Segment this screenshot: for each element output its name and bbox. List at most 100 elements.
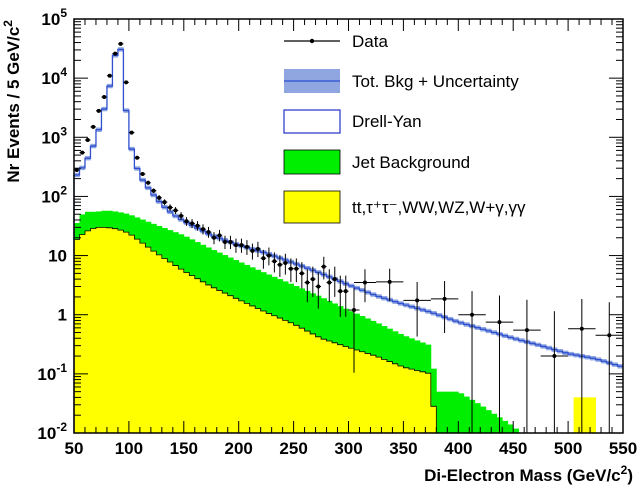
data-marker <box>113 51 118 56</box>
data-marker <box>261 256 266 261</box>
data-point <box>293 258 300 283</box>
y-axis-label: Nr Events / 5 GeV/c2 <box>1 20 23 183</box>
data-marker <box>118 41 123 46</box>
x-tick-labels: 50 100 150 200 250 300 350 400 450 500 550 <box>65 439 638 458</box>
data-marker <box>272 259 277 264</box>
data-point <box>205 226 212 238</box>
legend-entry-total: Tot. Bkg + Uncertainty <box>284 69 519 93</box>
jet-background-bin <box>447 391 454 433</box>
data-marker <box>85 137 90 142</box>
legend-label: Drell-Yan <box>352 112 422 131</box>
data-marker <box>497 320 502 325</box>
x-tick-label: 400 <box>444 439 472 458</box>
plot-area <box>73 41 624 433</box>
other-background-bin <box>74 239 80 433</box>
data-marker <box>151 188 156 193</box>
other-background-bin <box>425 373 432 433</box>
data-marker <box>255 246 260 251</box>
x-tick-label: 150 <box>170 439 198 458</box>
jet-background-bin <box>441 391 448 433</box>
jet-background-bin <box>474 403 481 433</box>
jet-background-bin <box>513 428 520 433</box>
total-background-line <box>73 48 623 433</box>
other-background-bin <box>419 371 426 433</box>
x-tick-label: 50 <box>65 439 84 458</box>
y-tick-label: 103 <box>41 124 67 147</box>
legend-other-swatch <box>283 190 341 224</box>
data-marker <box>283 260 288 265</box>
data-marker <box>80 150 85 155</box>
jet-background-bin <box>507 424 514 433</box>
data-point <box>101 94 107 99</box>
data-marker <box>327 280 332 285</box>
data-marker <box>74 167 79 172</box>
other-background-bin <box>299 328 305 433</box>
data-point <box>74 167 80 172</box>
data-marker <box>387 279 392 284</box>
data-marker <box>362 280 367 285</box>
legend-jet-swatch <box>283 149 341 175</box>
other-background-bin <box>117 230 124 433</box>
other-background-bin <box>348 348 355 433</box>
axis-ticks <box>73 18 624 434</box>
legend-entry-other: tt,τ⁺τ⁻,WW,WZ,W+γ,γγ <box>283 190 526 224</box>
data-marker <box>415 298 420 303</box>
other-background-bin <box>590 397 596 433</box>
data-point <box>271 252 278 273</box>
data-point <box>161 199 168 206</box>
jet-background-bin <box>491 413 498 433</box>
data-marker <box>228 239 233 244</box>
x-tick-label: 450 <box>499 439 527 458</box>
data-point <box>90 124 96 129</box>
data-point <box>332 266 338 297</box>
data-marker <box>343 289 348 294</box>
other-background-bin <box>321 339 327 433</box>
legend-entry-dy: Drell-Yan <box>283 109 422 134</box>
legend-dy-swatch <box>283 109 341 134</box>
x-tick-label: 200 <box>225 439 253 458</box>
data-point <box>304 269 311 303</box>
data-marker <box>102 94 107 99</box>
other-background-bin <box>95 227 102 433</box>
other-background-bin <box>123 232 130 433</box>
other-background-bin <box>288 322 294 433</box>
other-background-bin <box>408 369 415 433</box>
data-marker <box>351 308 356 313</box>
legend: Data Tot. Bkg + Uncertainty Drell-Yan Je… <box>283 32 526 224</box>
data-point <box>321 256 327 280</box>
other-background-bin <box>375 357 382 433</box>
other-background-bin <box>156 254 163 433</box>
data-marker <box>250 248 255 253</box>
other-background-bin <box>150 251 157 433</box>
other-background-bin <box>386 361 393 433</box>
data-point <box>79 150 85 155</box>
other-background-bin <box>249 305 256 433</box>
data-point <box>178 212 184 220</box>
data-point <box>244 240 250 255</box>
other-background-bin <box>326 340 333 433</box>
other-background-bin <box>161 258 168 433</box>
data-marker <box>239 243 244 248</box>
other-background-bin <box>403 367 410 433</box>
data-point <box>288 258 294 283</box>
other-background-bin <box>101 227 108 433</box>
other-background-bin <box>145 247 152 433</box>
data-point <box>266 247 272 266</box>
x-tick-label: 250 <box>279 439 307 458</box>
data-marker <box>190 221 195 226</box>
jet-background-bin <box>485 410 492 433</box>
y-tick-label: 1 <box>58 306 67 325</box>
data-marker <box>552 354 557 359</box>
data-marker <box>442 296 447 301</box>
data-point <box>353 269 376 303</box>
other-background-bin <box>205 284 212 433</box>
data-point <box>238 238 245 253</box>
other-background-bin <box>172 265 179 433</box>
data-marker <box>211 235 216 240</box>
other-background-bin <box>584 397 591 433</box>
legend-label: Tot. Bkg + Uncertainty <box>352 72 519 91</box>
other-background-bin <box>200 281 207 433</box>
data-marker <box>310 277 315 282</box>
data-marker <box>91 124 96 129</box>
data-marker <box>129 130 134 135</box>
